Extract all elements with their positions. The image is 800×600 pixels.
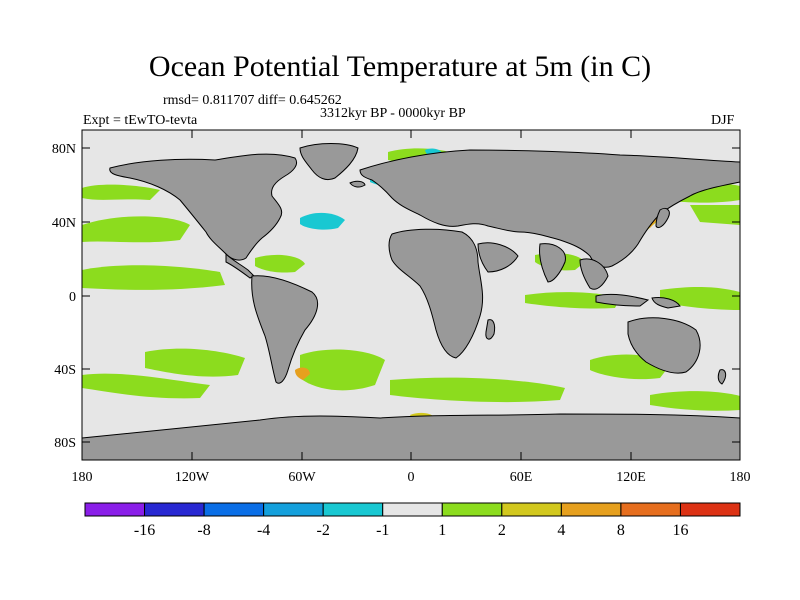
colorbar-label: -16 [134, 522, 155, 539]
landmasses [81, 143, 741, 461]
colorbar-label: 16 [672, 522, 688, 539]
lat-label: 80N [52, 142, 76, 157]
colorbar-swatch [84, 502, 146, 517]
experiment-label: Expt = tEwTO-tevta [83, 113, 198, 128]
lon-label: 180 [72, 470, 93, 485]
land-madagascar [485, 319, 496, 340]
lon-label: 180 [730, 470, 751, 485]
colorbar-label: 2 [498, 522, 506, 539]
land-new-guinea [651, 297, 681, 309]
colorbar-swatch [144, 502, 205, 517]
land-new-zealand [717, 369, 727, 385]
colorbar-label: 4 [557, 522, 565, 539]
land-north-america [109, 153, 298, 261]
land-indonesia [595, 293, 650, 307]
land-japan [655, 207, 670, 229]
colorbar-swatch [501, 502, 562, 517]
warm-patch-equatorial-pacific [82, 265, 225, 290]
lat-label: 40N [52, 216, 76, 231]
land-australia [627, 317, 701, 374]
rmsd-diff-stats: rmsd= 0.811707 diff= 0.645262 [163, 93, 342, 108]
warm-patch-north-pacific-band [690, 205, 740, 225]
colorbar-swatch [263, 502, 324, 517]
warm-patch-tropical-pacific [82, 216, 190, 243]
land-antarctica [81, 413, 741, 461]
land-india [539, 243, 566, 283]
warm-patch-southern-ocean-east [650, 391, 740, 411]
warm-patch-tropical-atlantic [255, 254, 305, 273]
land-arabia [477, 242, 519, 273]
colorbar-swatch [382, 502, 443, 517]
lon-labels: 180 120W 60W 0 60E 120E 180 [72, 470, 751, 485]
colorbar-label: 8 [617, 522, 625, 539]
colorbar-label: -8 [197, 522, 210, 539]
colorbar-swatch [679, 502, 741, 517]
colorbar-swatch [620, 502, 681, 517]
lat-label: 40S [54, 363, 76, 378]
warm-patch-pacific-east [660, 286, 740, 310]
colorbar-swatch [203, 502, 265, 517]
colorbar-label: -2 [317, 522, 330, 539]
colorbar-label: -1 [376, 522, 389, 539]
time-period-label: 3312kyr BP - 0000kyr BP [320, 106, 466, 121]
warm-patch-north-pacific-west [82, 184, 160, 200]
land-south-america [251, 275, 319, 384]
warm-patch-argentina [295, 367, 310, 380]
season-label: DJF [711, 113, 735, 128]
lat-labels: 80N 40N 0 40S 80S [52, 142, 76, 451]
lon-tick-marks [81, 130, 741, 460]
lon-label: 60W [288, 470, 316, 485]
lon-label: 120E [616, 470, 646, 485]
lat-label: 0 [69, 290, 76, 305]
land-southeast-asia [579, 258, 609, 290]
colorbar-label: 1 [438, 522, 446, 539]
lon-label: 120W [175, 470, 210, 485]
colorbar-swatch [322, 502, 384, 517]
colorbar-swatch [560, 502, 622, 517]
lat-label: 80S [54, 436, 76, 451]
cool-patch-north-atlantic [300, 212, 345, 230]
colorbar: -16 -8 -4 -2 -1 1 2 4 8 16 [84, 502, 741, 539]
land-greenland [299, 143, 359, 181]
map-title: Ocean Potential Temperature at 5m (in C) [148, 50, 652, 83]
warm-patch-southern-ocean-west [82, 373, 210, 399]
colorbar-swatch [441, 502, 503, 517]
land-iceland [349, 180, 366, 188]
lon-label: 60E [510, 470, 533, 485]
lon-label: 0 [408, 470, 415, 485]
lat-tick-marks [82, 147, 740, 443]
warm-patch-southern-ocean-central [390, 377, 565, 403]
warm-patch-south-atlantic [300, 349, 385, 391]
colorbar-label: -4 [257, 522, 270, 539]
land-africa [388, 228, 484, 359]
warm-patch-south-pacific [145, 348, 245, 377]
